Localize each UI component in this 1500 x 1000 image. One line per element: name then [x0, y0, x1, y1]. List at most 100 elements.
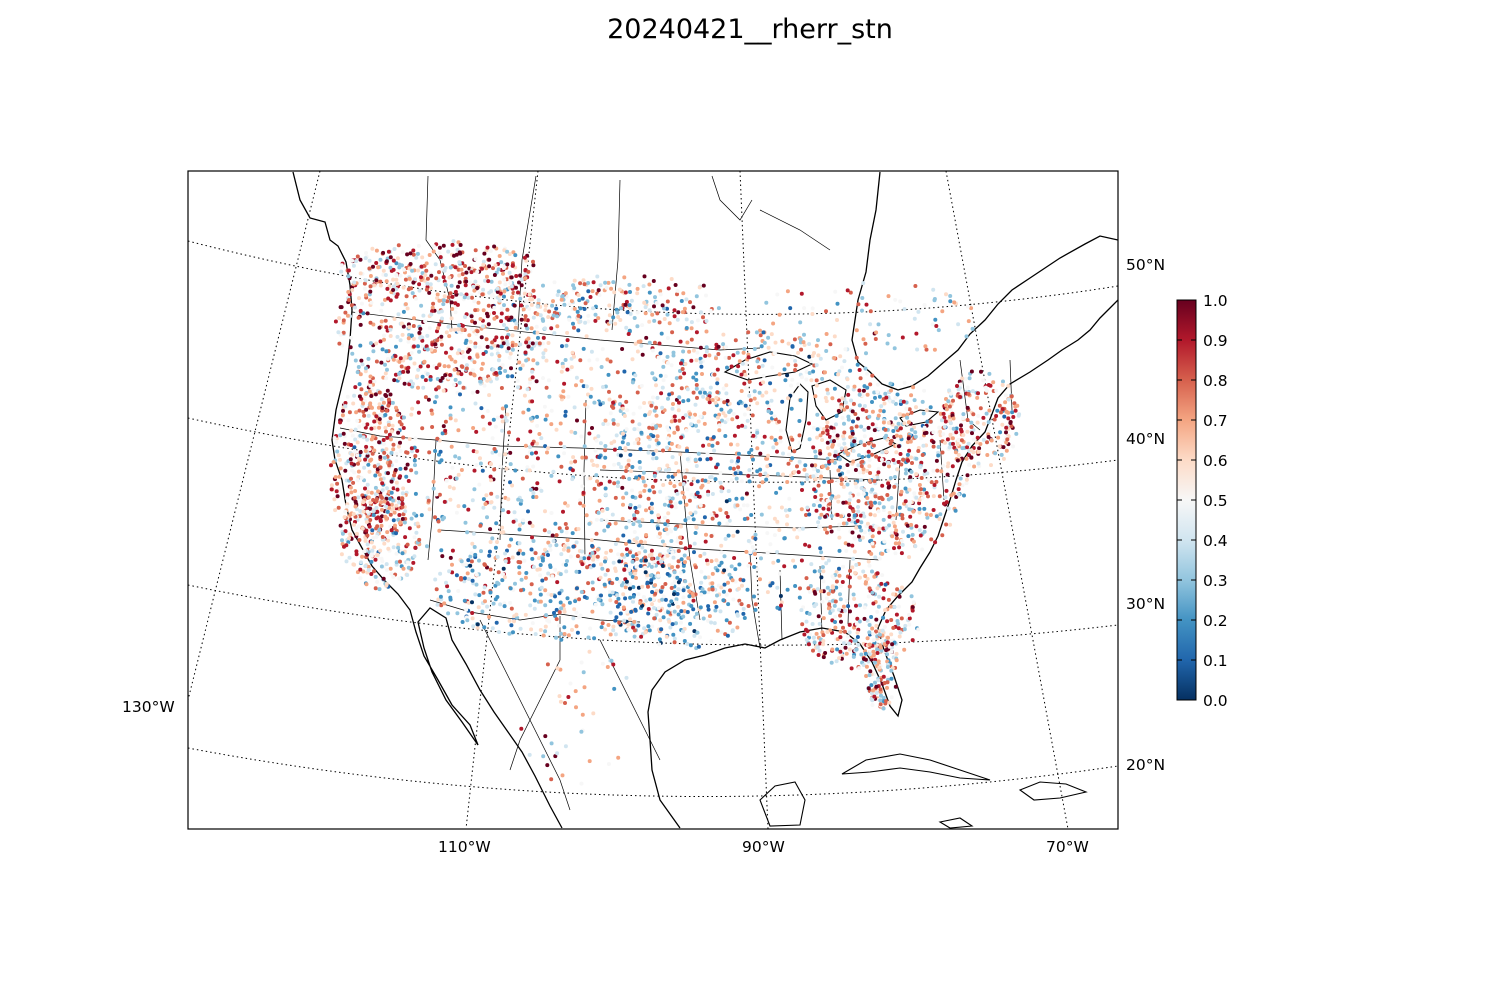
station-point: [344, 559, 349, 564]
station-point: [595, 463, 600, 468]
station-point: [876, 509, 881, 514]
station-point: [554, 635, 558, 640]
station-point: [554, 543, 559, 548]
station-point: [741, 350, 746, 355]
station-point: [745, 587, 750, 592]
station-point: [631, 585, 636, 590]
station-point: [599, 562, 603, 567]
station-point: [369, 457, 374, 462]
station-point: [855, 362, 860, 367]
station-point: [795, 535, 800, 540]
station-point: [847, 575, 852, 580]
station-point: [541, 335, 546, 340]
station-point: [413, 436, 418, 441]
station-point: [916, 446, 921, 450]
station-point: [329, 487, 334, 492]
station-point: [755, 446, 760, 451]
station-point: [615, 484, 620, 489]
station-point: [812, 590, 817, 594]
station-point: [797, 440, 802, 445]
station-point: [649, 403, 654, 408]
station-point: [889, 618, 894, 622]
station-point: [644, 508, 648, 513]
station-point: [820, 376, 825, 381]
station-point: [445, 584, 450, 589]
station-point: [621, 431, 625, 436]
station-point: [691, 476, 696, 481]
station-point: [384, 429, 388, 434]
station-point: [516, 497, 521, 502]
station-point: [800, 481, 805, 486]
station-point: [682, 468, 686, 473]
station-point: [403, 535, 408, 540]
station-point: [488, 540, 493, 544]
station-point: [407, 437, 412, 441]
station-point: [471, 449, 476, 454]
station-point: [874, 629, 878, 634]
station-point: [349, 428, 354, 433]
station-point: [741, 611, 746, 616]
station-point: [831, 585, 835, 590]
station-point: [378, 283, 383, 288]
station-point: [724, 618, 729, 623]
station-point: [353, 305, 357, 310]
station-point: [613, 618, 618, 623]
station-point: [912, 398, 917, 403]
station-point: [564, 569, 569, 574]
station-point: [386, 546, 391, 551]
station-point: [811, 648, 815, 653]
station-point: [804, 576, 809, 581]
station-point: [671, 402, 675, 406]
station-point: [426, 364, 431, 369]
station-point: [819, 550, 824, 555]
station-point: [493, 424, 498, 429]
station-point: [383, 362, 387, 367]
station-point: [662, 515, 667, 520]
station-point: [397, 359, 402, 364]
station-point: [867, 563, 872, 568]
station-point: [611, 628, 616, 633]
station-point: [518, 342, 523, 347]
station-point: [783, 378, 788, 383]
station-point: [365, 437, 370, 442]
station-point: [582, 419, 587, 424]
station-point: [865, 496, 870, 500]
station-point: [590, 289, 595, 294]
station-point: [411, 280, 416, 285]
station-point: [626, 442, 631, 446]
station-point: [627, 539, 632, 544]
station-point: [460, 620, 465, 624]
station-point: [556, 289, 561, 294]
station-point: [361, 569, 366, 574]
station-point: [722, 554, 727, 559]
station-point: [901, 529, 905, 534]
station-point: [717, 428, 722, 433]
station-point: [531, 288, 536, 293]
station-point: [850, 443, 855, 448]
station-point: [493, 583, 498, 588]
station-point: [672, 570, 677, 575]
station-point: [670, 565, 675, 570]
station-point: [445, 299, 450, 304]
station-point: [657, 553, 662, 558]
station-point: [450, 294, 455, 299]
station-point: [468, 563, 473, 568]
station-point: [654, 438, 659, 443]
station-point: [750, 545, 755, 550]
station-point: [954, 426, 959, 431]
station-point: [876, 413, 881, 418]
station-point: [633, 505, 638, 510]
station-point: [755, 469, 760, 474]
station-point: [654, 383, 658, 388]
station-point: [708, 456, 713, 461]
station-point: [877, 594, 882, 599]
station-point: [871, 649, 876, 654]
station-point: [467, 333, 472, 338]
station-point: [394, 503, 399, 508]
station-point: [498, 370, 503, 375]
station-point: [971, 450, 976, 455]
station-point: [938, 429, 943, 434]
station-point: [895, 392, 900, 397]
station-point: [908, 475, 913, 480]
station-point: [746, 604, 751, 608]
